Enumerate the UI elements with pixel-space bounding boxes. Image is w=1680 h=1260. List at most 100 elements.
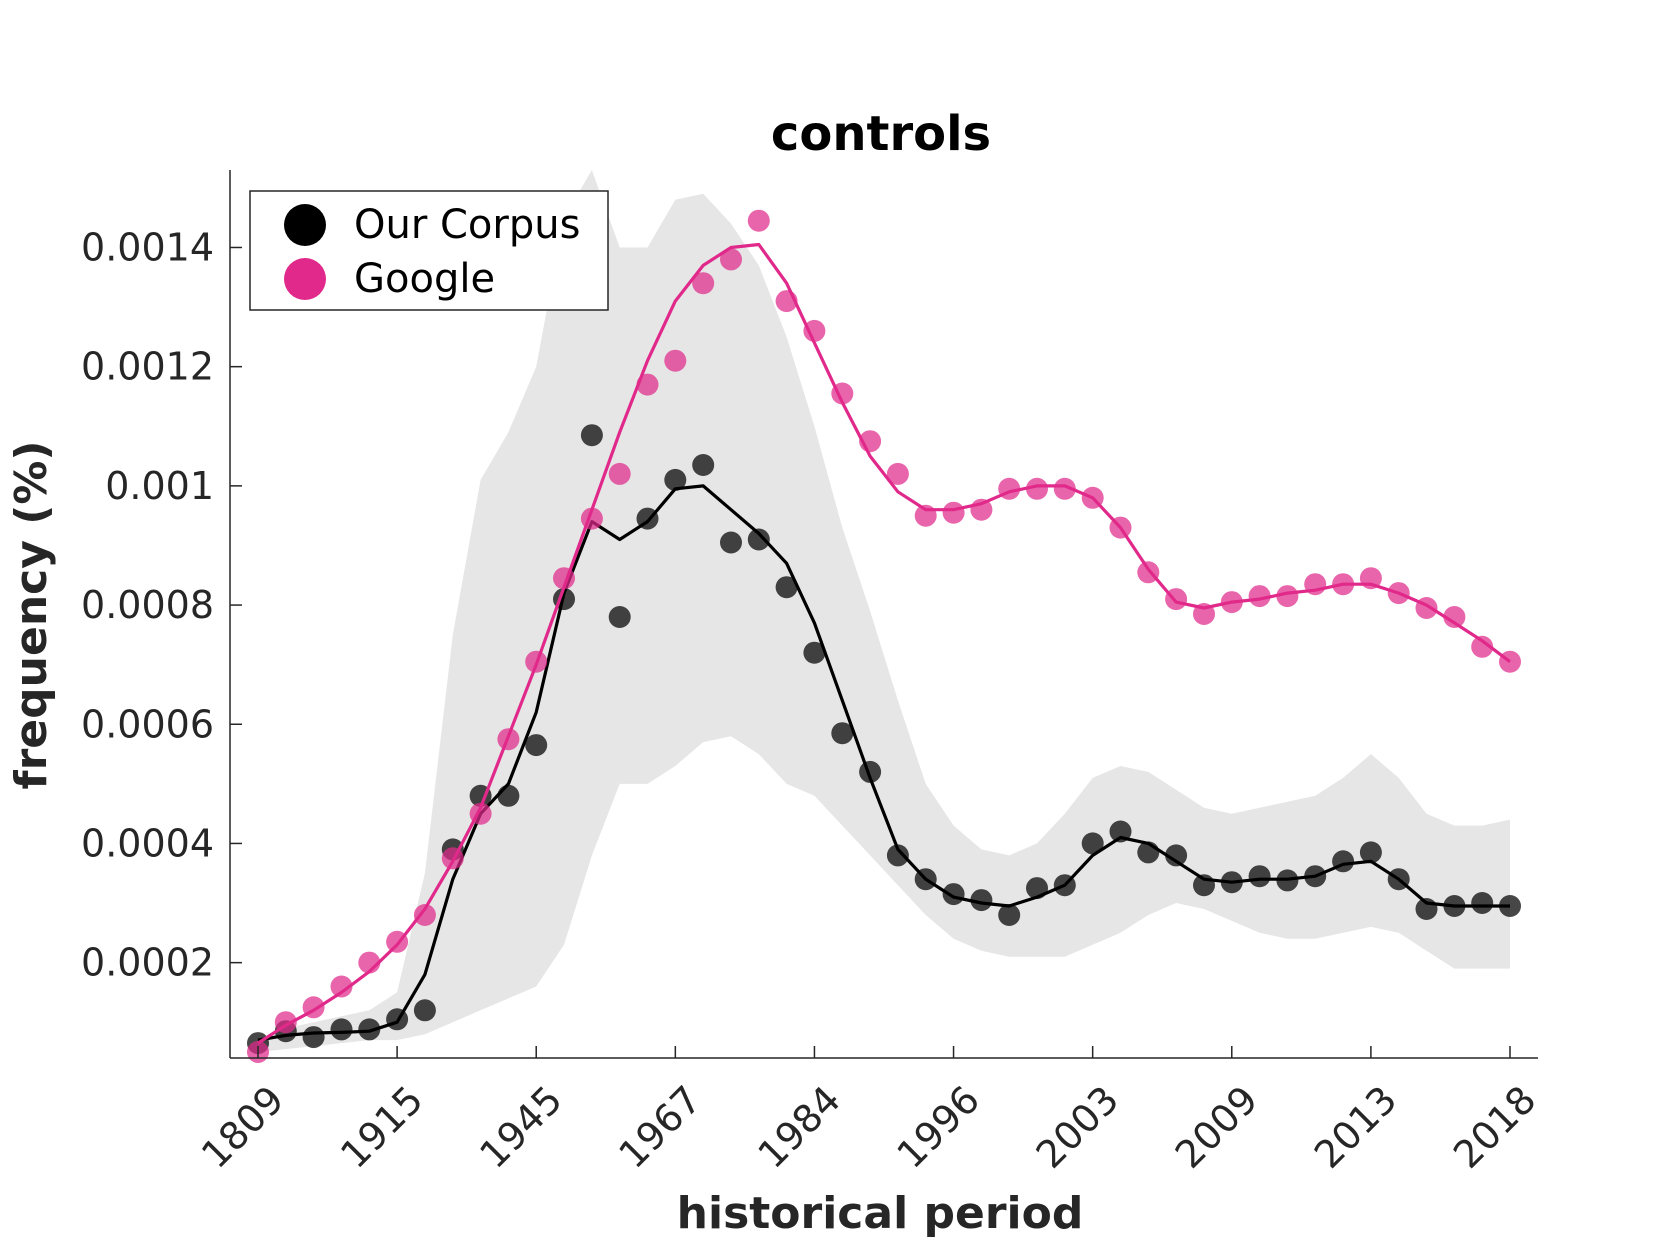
x-tick-label: 1996 bbox=[889, 1077, 989, 1177]
x-axis-title: historical period bbox=[677, 1188, 1084, 1239]
legend-label-google: Google bbox=[354, 256, 495, 302]
plot-area bbox=[247, 170, 1521, 1063]
data-point-google bbox=[580, 507, 603, 530]
data-point-our-corpus bbox=[998, 904, 1021, 926]
data-point-google bbox=[1220, 591, 1243, 614]
data-point-google bbox=[1248, 585, 1271, 608]
x-tick-label: 2003 bbox=[1028, 1077, 1128, 1177]
data-point-google bbox=[1081, 486, 1104, 509]
data-point-our-corpus bbox=[1137, 841, 1160, 864]
data-point-google bbox=[386, 930, 409, 953]
data-point-google bbox=[330, 975, 353, 998]
data-point-our-corpus bbox=[497, 784, 520, 807]
data-point-google bbox=[1304, 573, 1327, 596]
data-point-our-corpus bbox=[1081, 832, 1104, 855]
data-point-our-corpus bbox=[859, 760, 882, 783]
data-point-our-corpus bbox=[803, 641, 826, 664]
data-point-our-corpus bbox=[664, 468, 687, 491]
data-point-google bbox=[831, 382, 854, 405]
y-axis-title: frequency (%) bbox=[6, 440, 57, 789]
data-point-google bbox=[1109, 516, 1132, 539]
data-point-google bbox=[803, 319, 826, 342]
data-point-our-corpus bbox=[1332, 850, 1355, 873]
data-point-our-corpus bbox=[914, 868, 937, 891]
data-point-google bbox=[747, 209, 770, 232]
y-tick-label: 0.0002 bbox=[81, 941, 214, 985]
y-tick-label: 0.0006 bbox=[81, 702, 214, 746]
legend-marker-google bbox=[284, 258, 326, 300]
x-tick-label: 2018 bbox=[1445, 1077, 1545, 1177]
data-point-our-corpus bbox=[1304, 865, 1327, 888]
data-point-our-corpus bbox=[747, 528, 770, 551]
y-tick-label: 0.001 bbox=[105, 464, 214, 508]
y-tick-label: 0.0012 bbox=[81, 345, 214, 389]
y-tick-label: 0.0008 bbox=[81, 583, 214, 627]
data-point-google bbox=[1471, 635, 1494, 658]
legend-marker-our-corpus bbox=[284, 204, 326, 246]
chart-title: controls bbox=[771, 106, 991, 162]
data-point-google bbox=[692, 272, 715, 295]
data-point-google bbox=[664, 349, 687, 372]
data-point-our-corpus bbox=[302, 1026, 325, 1049]
series-line-google bbox=[257, 242, 1511, 1045]
data-point-google bbox=[1053, 477, 1076, 500]
data-point-google bbox=[469, 802, 492, 825]
data-point-google bbox=[1443, 606, 1466, 628]
data-point-google bbox=[1359, 567, 1382, 590]
data-point-our-corpus bbox=[1053, 874, 1076, 897]
y-tick-label: 0.0014 bbox=[81, 225, 214, 269]
data-point-our-corpus bbox=[775, 576, 798, 599]
data-point-google bbox=[998, 477, 1021, 500]
data-point-our-corpus bbox=[1220, 871, 1243, 894]
data-point-google bbox=[553, 567, 575, 590]
data-point-google bbox=[1165, 588, 1188, 611]
data-point-our-corpus bbox=[1248, 865, 1271, 888]
data-point-our-corpus bbox=[886, 844, 909, 867]
confidence-band-our-corpus bbox=[258, 170, 1510, 1052]
data-point-our-corpus bbox=[970, 889, 993, 912]
data-point-google bbox=[274, 1011, 297, 1034]
legend: Our Corpus Google bbox=[249, 190, 609, 311]
data-point-google bbox=[1026, 477, 1048, 500]
data-point-our-corpus bbox=[636, 507, 659, 530]
data-point-our-corpus bbox=[580, 424, 603, 447]
x-tick-label: 1809 bbox=[193, 1077, 293, 1177]
x-tick-label: 1915 bbox=[332, 1077, 432, 1177]
data-point-our-corpus bbox=[525, 734, 548, 757]
data-point-google bbox=[1415, 597, 1438, 619]
data-point-our-corpus bbox=[831, 722, 854, 745]
data-point-our-corpus bbox=[942, 883, 965, 906]
data-point-google bbox=[859, 430, 882, 453]
data-point-google bbox=[1193, 603, 1215, 625]
data-point-google bbox=[1332, 573, 1355, 596]
data-point-google bbox=[608, 462, 631, 485]
data-point-google bbox=[497, 728, 520, 751]
x-tick-label: 2009 bbox=[1167, 1077, 1267, 1177]
data-point-google bbox=[1387, 582, 1410, 605]
data-point-our-corpus bbox=[1387, 868, 1410, 891]
data-point-our-corpus bbox=[1193, 874, 1215, 897]
data-point-our-corpus bbox=[1471, 892, 1494, 914]
legend-label-our-corpus: Our Corpus bbox=[354, 202, 580, 248]
data-point-our-corpus bbox=[608, 606, 631, 628]
data-point-our-corpus bbox=[692, 454, 715, 476]
x-tick-label: 1984 bbox=[749, 1077, 849, 1177]
data-point-google bbox=[914, 504, 937, 527]
data-point-our-corpus bbox=[1359, 841, 1382, 864]
data-point-our-corpus bbox=[386, 1008, 409, 1031]
data-point-our-corpus bbox=[1443, 895, 1466, 917]
data-point-google bbox=[886, 462, 909, 485]
data-point-our-corpus bbox=[330, 1018, 353, 1041]
data-point-google bbox=[1276, 585, 1299, 608]
data-point-our-corpus bbox=[413, 999, 436, 1022]
data-point-google bbox=[1499, 650, 1521, 673]
data-point-google bbox=[775, 290, 798, 313]
series-line-our-corpus bbox=[257, 484, 1510, 1042]
data-point-our-corpus bbox=[720, 531, 742, 554]
x-tick-label: 1945 bbox=[471, 1077, 571, 1177]
data-point-our-corpus bbox=[1499, 895, 1521, 917]
data-point-google bbox=[1137, 561, 1160, 584]
data-point-google bbox=[413, 904, 436, 926]
data-point-google bbox=[942, 501, 965, 524]
data-point-google bbox=[302, 996, 325, 1019]
